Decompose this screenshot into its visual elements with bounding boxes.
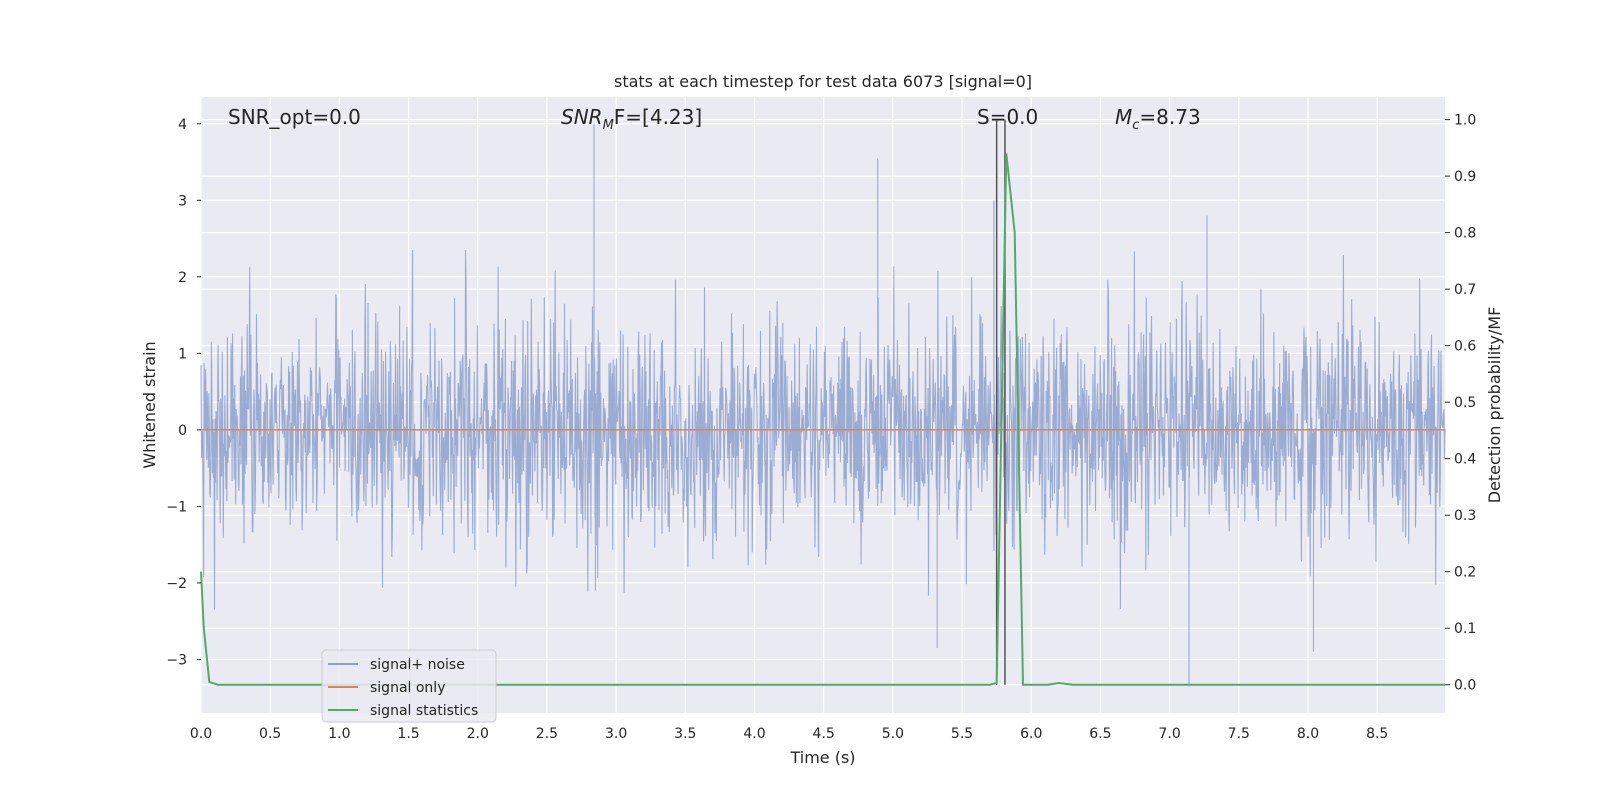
y-left-tick-label: 1 xyxy=(178,346,187,362)
x-tick-label: 5.5 xyxy=(951,726,973,742)
y-left-tick-label: −3 xyxy=(166,652,187,668)
mc-rest: =8.73 xyxy=(1139,105,1200,129)
snr-mf-annotation: SNRMF=[4.23] xyxy=(561,105,702,133)
y-right-tick-label: 0.3 xyxy=(1454,508,1476,524)
line-series xyxy=(200,119,1445,686)
mc-subscript: c xyxy=(1132,118,1139,133)
x-tick-label: 5.0 xyxy=(882,726,904,742)
legend-label: signal only xyxy=(370,680,445,696)
y-axis-left-label: Whitened strain xyxy=(140,341,159,468)
signal-noise-line xyxy=(200,123,1446,687)
legend: signal+ noise signal only signal statistic… xyxy=(321,649,497,723)
x-tick-label: 0.5 xyxy=(259,726,281,742)
x-tick-label: 1.5 xyxy=(397,726,419,742)
y-right-tick-label: 0.4 xyxy=(1454,452,1476,468)
y-right-tick-label: 0.2 xyxy=(1454,565,1476,581)
mc-base: M xyxy=(1115,105,1132,129)
signal-statistics-line xyxy=(200,153,1445,686)
y-right-tick-label: 0.1 xyxy=(1454,621,1476,637)
x-tick-label: 4.0 xyxy=(743,726,765,742)
y-axis-right-label: Detection probability/MF xyxy=(1485,307,1504,504)
y-right-tick-label: 0.5 xyxy=(1454,395,1476,411)
chart-title: stats at each timestep for test data 607… xyxy=(614,72,1032,91)
snr-mf-base: SNR xyxy=(561,105,603,129)
x-tick-label: 3.5 xyxy=(674,726,696,742)
x-tick-label: 7.5 xyxy=(1228,726,1250,742)
y-left-tick-label: −1 xyxy=(166,499,187,515)
axes: 0.0 0.5 1.0 1.5 2.0 2.5 3.0 3.5 4.0 4.5 5.0 5.5 6.0 6… xyxy=(166,113,1476,742)
y-right-tick-label: 0.0 xyxy=(1454,678,1476,694)
x-tick-label: 1.0 xyxy=(328,726,350,742)
x-axis-label: Time (s) xyxy=(789,748,855,767)
x-tick-label: 6.0 xyxy=(1020,726,1042,742)
x-tick-label: 2.0 xyxy=(467,726,489,742)
signal-noise-series xyxy=(200,123,1446,687)
x-tick-label: 2.5 xyxy=(536,726,558,742)
legend-label: signal+ noise xyxy=(370,657,465,673)
x-tick-label: 0.0 xyxy=(190,726,212,742)
x-tick-label: 8.0 xyxy=(1297,726,1319,742)
y-left-tick-label: 2 xyxy=(178,270,187,286)
x-tick-label: 4.5 xyxy=(813,726,835,742)
mc-annotation: Mc=8.73 xyxy=(1115,105,1201,133)
snr-mf-subscript: M xyxy=(603,118,614,133)
y-left-tick-label: −2 xyxy=(166,576,187,592)
legend-label: signal statistics xyxy=(370,703,478,719)
y-right-tick-label: 0.9 xyxy=(1454,169,1476,185)
y-right-tick-label: 0.6 xyxy=(1454,339,1476,355)
snr-opt-annotation: SNR_opt=0.0 xyxy=(228,105,361,129)
x-tick-label: 3.0 xyxy=(605,726,627,742)
x-tick-label: 8.5 xyxy=(1366,726,1388,742)
y-right-tick-label: 0.8 xyxy=(1454,226,1476,242)
y-left-tick-label: 4 xyxy=(178,117,187,133)
snr-mf-rest: F=[4.23] xyxy=(614,105,702,129)
y-right-tick-label: 1.0 xyxy=(1454,113,1476,129)
y-left-tick-label: 0 xyxy=(178,423,187,439)
x-tick-label: 7.0 xyxy=(1158,726,1180,742)
x-tick-label: 6.5 xyxy=(1089,726,1111,742)
s-annotation: S=0.0 xyxy=(977,105,1038,129)
y-left-tick-label: 3 xyxy=(178,193,187,209)
y-right-tick-label: 0.7 xyxy=(1454,282,1476,298)
legend-box xyxy=(321,649,497,723)
